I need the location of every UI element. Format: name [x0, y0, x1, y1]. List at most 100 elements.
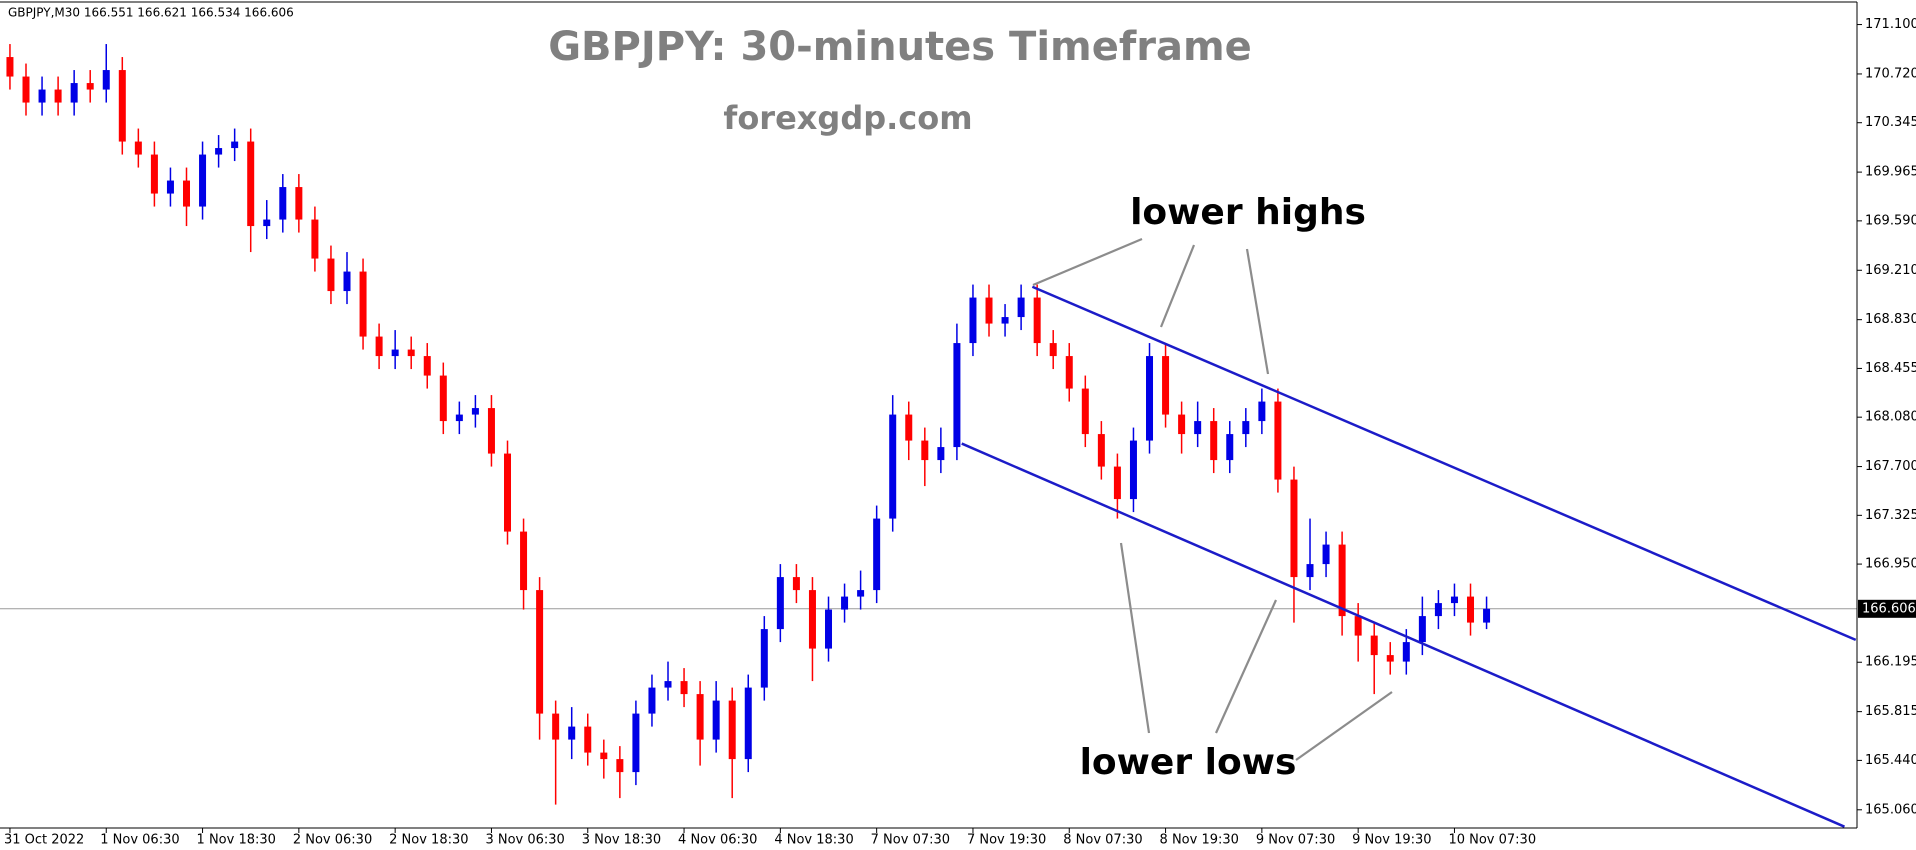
annotation-pointers: [1032, 237, 1393, 761]
x-tick-label: 8 Nov 19:30: [1160, 833, 1239, 848]
candle-body: [1226, 434, 1234, 461]
candle-body: [407, 349, 415, 357]
y-tick-label: 167.700: [1865, 459, 1916, 474]
y-tick-label: 170.345: [1865, 115, 1916, 130]
pointer: [1119, 542, 1151, 734]
candle-body: [295, 187, 303, 220]
candle-body: [359, 271, 367, 337]
chart-subtitle: forexgdp.com: [723, 99, 972, 137]
candle-body: [600, 752, 608, 760]
candle-body: [343, 271, 351, 292]
x-tick-label: 8 Nov 07:30: [1063, 833, 1142, 848]
y-tick-label: 167.325: [1865, 508, 1916, 523]
candle-body: [487, 408, 495, 454]
x-tick-label: 1 Nov 18:30: [197, 833, 276, 848]
candle-body: [391, 349, 399, 357]
candle-body: [1290, 479, 1298, 578]
symbol-info: GBPJPY,M30 166.551 166.621 166.534 166.6…: [8, 6, 294, 20]
x-tick-label: 10 Nov 07:30: [1448, 833, 1536, 848]
candle-body: [808, 590, 816, 649]
y-tick-label: 169.590: [1865, 213, 1916, 228]
candle-body: [792, 577, 800, 591]
candle-body: [215, 148, 223, 155]
candle-body: [1483, 608, 1491, 623]
candle-body: [455, 414, 463, 422]
y-tick-label: 166.950: [1865, 557, 1916, 572]
candle-body: [1418, 616, 1426, 643]
candle-body: [375, 336, 383, 357]
candle-body: [1033, 297, 1041, 344]
candle-body: [1129, 440, 1137, 500]
candle-body: [1146, 356, 1154, 441]
candle-body: [1178, 414, 1186, 435]
chart-title: GBPJPY: 30-minutes Timeframe: [548, 24, 1252, 70]
candle-body: [1370, 635, 1378, 656]
candle-body: [150, 154, 158, 194]
y-tick-label: 169.210: [1865, 263, 1916, 278]
x-tick-label: 1 Nov 06:30: [100, 833, 179, 848]
y-tick-label: 169.965: [1865, 165, 1916, 180]
candle-body: [1402, 642, 1410, 662]
price-label: 166.606: [1862, 601, 1916, 616]
candle-body: [520, 531, 528, 591]
candle-body: [1017, 297, 1025, 318]
candle-body: [568, 726, 576, 740]
candle-body: [1274, 401, 1282, 480]
candle-body: [439, 375, 447, 422]
y-tick-label: 166.195: [1865, 655, 1916, 670]
candle-body: [664, 681, 672, 688]
candle-body: [873, 518, 881, 591]
price-label-box: [1858, 599, 1916, 618]
candle-body: [728, 700, 736, 760]
candle-body: [1434, 603, 1442, 617]
candle-body: [263, 219, 271, 227]
candle-body: [166, 180, 174, 194]
x-tick-label: 2 Nov 18:30: [389, 833, 468, 848]
y-tick-label: 165.815: [1865, 704, 1916, 719]
x-tick-label: 7 Nov 19:30: [967, 833, 1046, 848]
candle-body: [825, 609, 833, 649]
candle-body: [102, 70, 110, 90]
candle-body: [552, 713, 560, 740]
candle-body: [1049, 343, 1057, 357]
candle-body: [1354, 616, 1362, 636]
candle-body: [247, 141, 255, 227]
pointer: [1245, 248, 1270, 375]
candle-body: [584, 726, 592, 753]
candle-body: [183, 180, 191, 207]
candle-body: [279, 187, 287, 220]
candle-body: [54, 89, 62, 103]
candle-body: [311, 219, 319, 259]
candle-body: [760, 629, 768, 688]
candle-body: [327, 258, 335, 292]
candle-body: [1113, 466, 1121, 500]
pointer: [1214, 599, 1278, 734]
candle-body: [134, 141, 142, 155]
candle-body: [1386, 655, 1394, 662]
x-tick-label: 7 Nov 07:30: [871, 833, 950, 848]
x-tick-label: 3 Nov 06:30: [485, 833, 564, 848]
candle-body: [969, 297, 977, 344]
candle-body: [6, 57, 14, 77]
candle-body: [616, 759, 624, 773]
y-tick-label: 168.830: [1865, 312, 1916, 327]
candle-body: [22, 76, 30, 103]
candle-body: [648, 687, 656, 714]
trend-line: [1031, 285, 1857, 642]
y-tick-label: 165.440: [1865, 753, 1916, 768]
candle-body: [680, 681, 688, 695]
candle-body: [632, 713, 640, 773]
candle-body: [985, 297, 993, 324]
candle-body: [1001, 317, 1009, 324]
candle-body: [423, 356, 431, 376]
candle-body: [905, 414, 913, 441]
pointer: [1159, 244, 1196, 328]
x-tick-label: 9 Nov 19:30: [1352, 833, 1431, 848]
x-tick-label: 3 Nov 18:30: [582, 833, 661, 848]
candle-body: [1194, 421, 1202, 435]
candle-body: [776, 577, 784, 630]
x-tick-label: 31 Oct 2022: [4, 833, 84, 848]
candle-body: [1306, 564, 1314, 578]
